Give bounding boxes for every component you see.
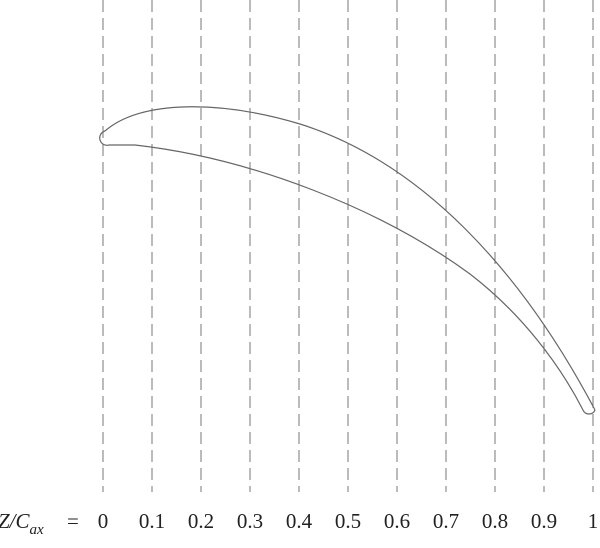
station-label: 1 [588, 509, 599, 533]
station-labels: 0 0.1 0.2 0.3 0.4 0.5 0.6 0.7 0.8 0.9 1 [98, 509, 599, 533]
station-label: 0.2 [188, 509, 214, 533]
leading-edge [99, 130, 110, 146]
suction-side [104, 106, 596, 411]
trailing-edge [582, 409, 596, 415]
blade-profile [99, 106, 596, 415]
station-label: 0.7 [433, 509, 459, 533]
axis-label: Z/Cax [0, 509, 44, 538]
station-label: 0 [98, 509, 109, 533]
station-label: 0.4 [286, 509, 313, 533]
station-lines [102, 0, 594, 492]
station-label: 0.9 [531, 509, 557, 533]
equals-sign: = [67, 509, 79, 533]
station-label: 0.5 [335, 509, 361, 533]
station-label: 0.8 [482, 509, 508, 533]
pressure-side [109, 144, 584, 411]
station-label: 0.3 [237, 509, 263, 533]
station-label: 0.1 [139, 509, 165, 533]
axis-subscript: ax [30, 522, 45, 538]
station-label: 0.6 [384, 509, 410, 533]
axis-symbol: Z/C [0, 509, 31, 533]
